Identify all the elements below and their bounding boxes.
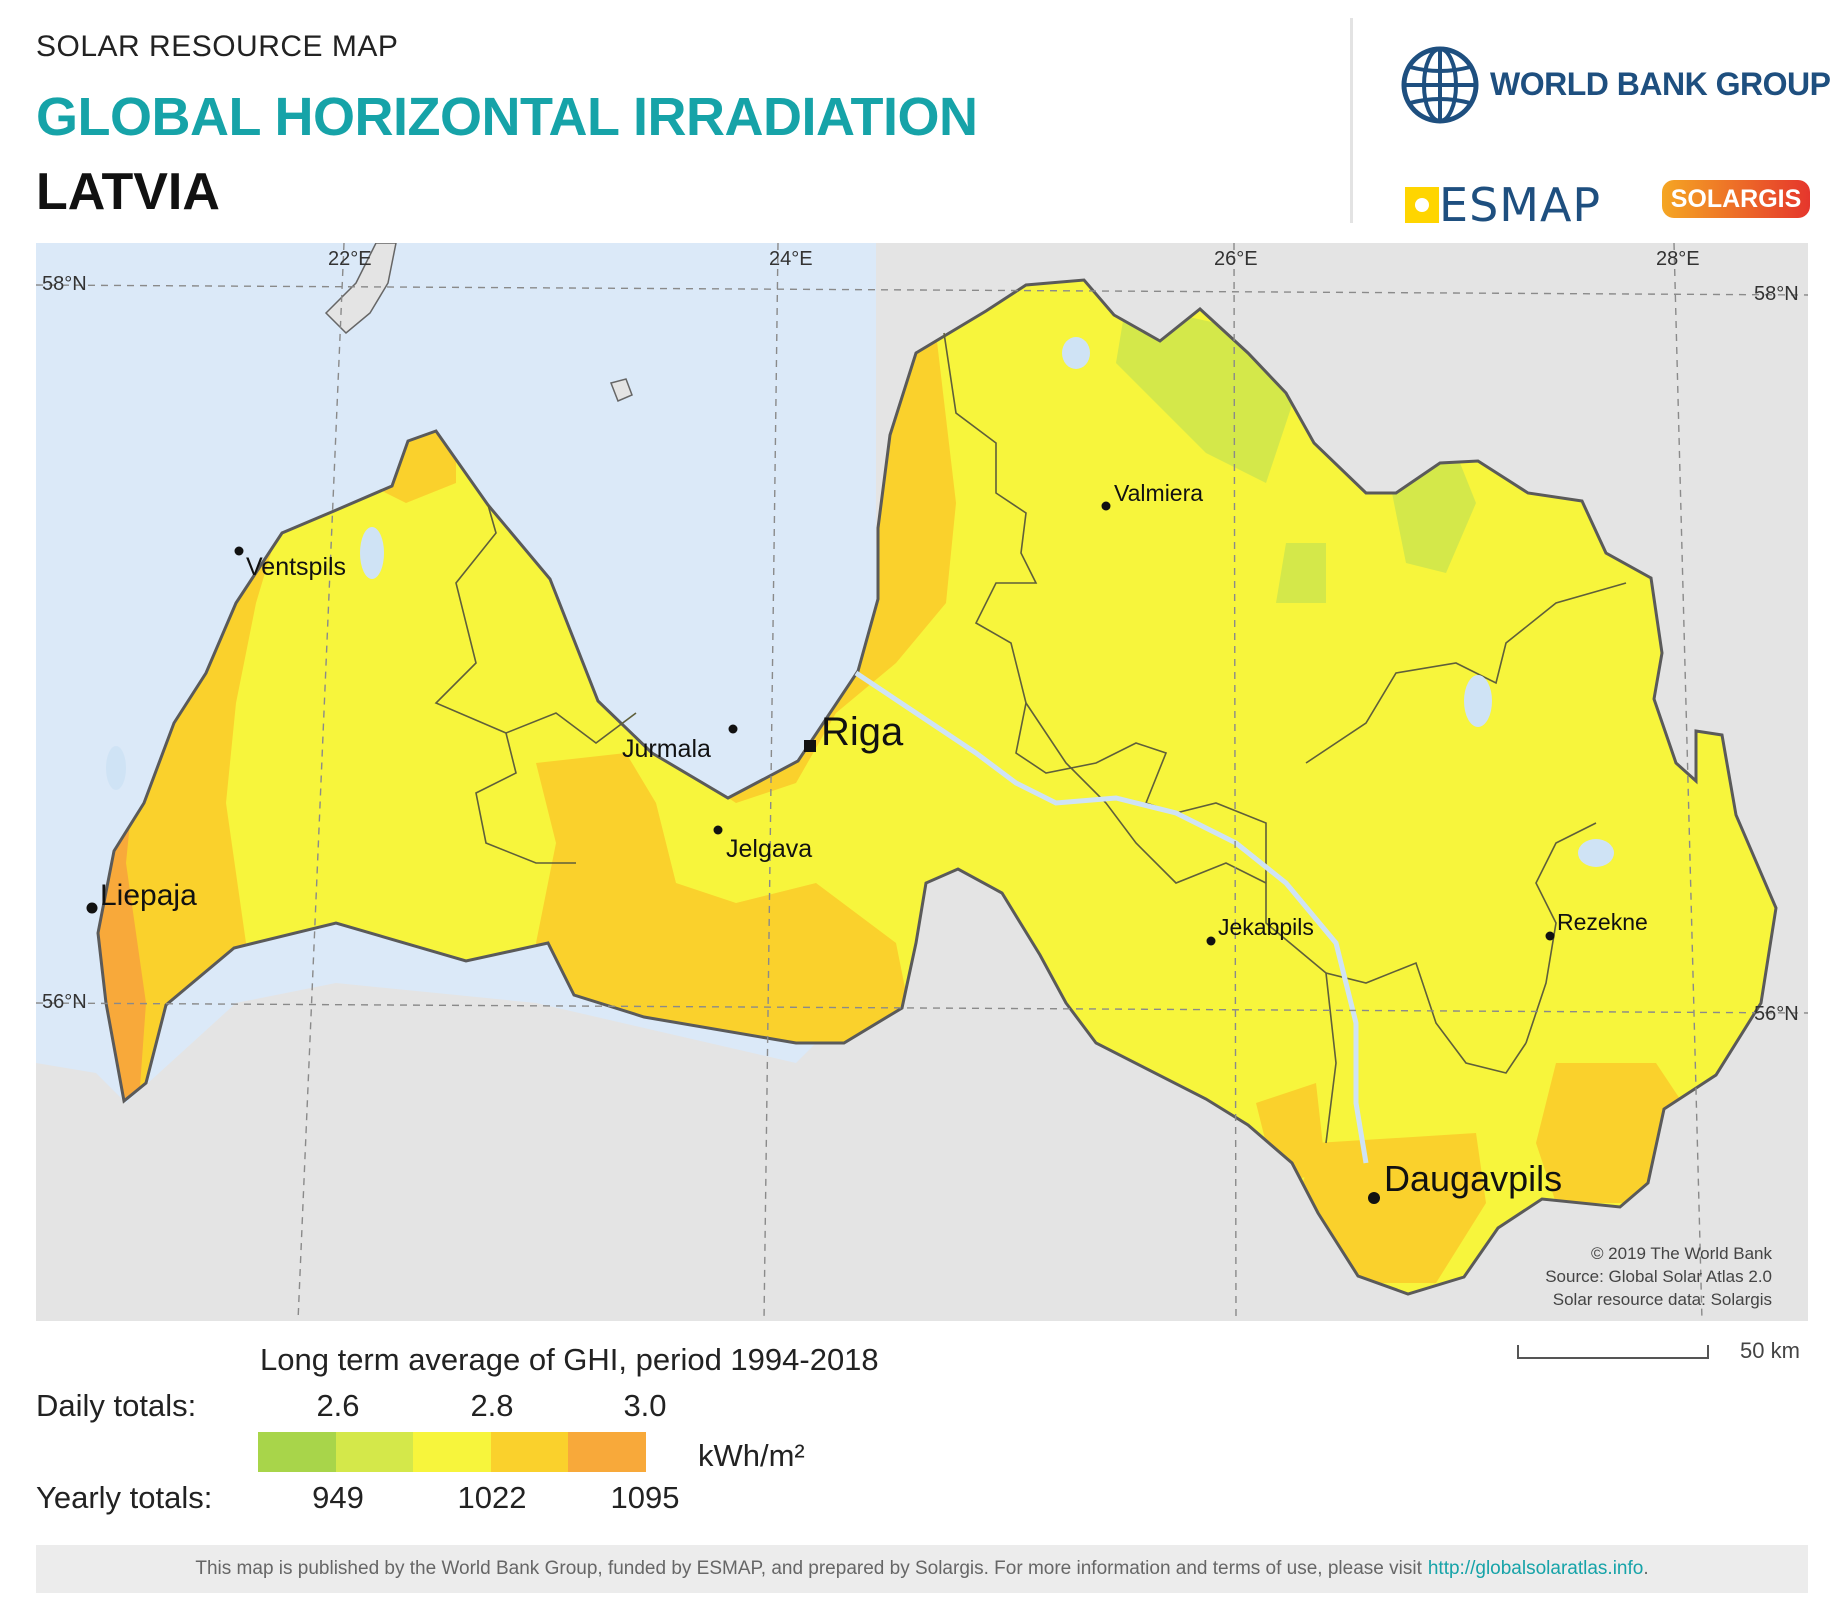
ventspils-marker	[234, 546, 244, 556]
scale-label: 50 km	[1740, 1338, 1800, 1363]
lake	[1062, 337, 1090, 369]
daily-tick: 2.8	[470, 1388, 514, 1423]
daily-tick: 2.6	[316, 1388, 360, 1423]
city-label-riga: Riga	[821, 710, 904, 754]
city-label-jelgava: Jelgava	[726, 835, 813, 863]
country-title: LATVIA	[36, 163, 220, 221]
island	[324, 243, 397, 335]
legend-unit: kWh/m²	[698, 1438, 805, 1473]
credit-line: Source: Global Solar Atlas 2.0	[1545, 1267, 1772, 1286]
jelgava-marker	[713, 825, 723, 835]
solargis-logo: SOLARGIS	[1662, 180, 1810, 218]
graticule	[36, 243, 1808, 1321]
region-borders	[434, 332, 1627, 1144]
map-credits: © 2019 The World Bank Source: Global Sol…	[1545, 1242, 1772, 1311]
legend-swatch	[490, 1432, 569, 1472]
city-markers	[86, 501, 1555, 1204]
lake	[1464, 675, 1492, 727]
yearly-totals-label: Yearly totals:	[36, 1480, 213, 1515]
lon-label: 26°E	[1214, 248, 1258, 270]
yearly-tick: 949	[312, 1480, 364, 1515]
footer-text: This map is published by the World Bank …	[195, 1558, 1422, 1579]
world-bank-logo-text: WORLD BANK GROUP	[1490, 66, 1831, 102]
sun-icon	[1405, 187, 1439, 223]
footer-banner: This map is published by the World Bank …	[36, 1545, 1808, 1593]
liepaja-marker	[86, 902, 98, 914]
island	[609, 378, 633, 402]
credit-line: © 2019 The World Bank	[1590, 1244, 1772, 1263]
jekabpils-marker	[1206, 936, 1216, 946]
legend-swatch	[568, 1432, 646, 1472]
legend-color-bar	[258, 1432, 646, 1472]
legend-swatch	[335, 1432, 414, 1472]
globe-icon	[1401, 46, 1479, 123]
credit-line: Solar resource data: Solargis	[1552, 1290, 1772, 1309]
map-panel: 22°E 24°E 26°E 28°E 58°N 58°N 56°N 56°N …	[36, 243, 1808, 1321]
lat-label: 58°N	[1754, 283, 1799, 305]
city-label-rezekne: Rezekne	[1557, 909, 1648, 935]
legend-swatch	[413, 1432, 491, 1472]
city-label-valmiera: Valmiera	[1114, 480, 1204, 506]
rezekne-marker	[1545, 931, 1555, 941]
legend-title: Long term average of GHI, period 1994-20…	[260, 1342, 879, 1377]
yearly-tick: 1095	[610, 1480, 680, 1515]
footer-link[interactable]: http://globalsolaratlas.info	[1427, 1558, 1644, 1579]
header-divider	[1350, 18, 1353, 223]
lat-label: 56°N	[1754, 1003, 1799, 1025]
esmap-logo-text: ESMAP	[1439, 178, 1602, 232]
map-supertitle: SOLAR RESOURCE MAP	[36, 30, 399, 63]
city-label-ventspils: Ventspils	[246, 553, 347, 581]
lake	[360, 527, 384, 579]
daily-tick: 3.0	[623, 1388, 667, 1423]
footer-tail: .	[1643, 1558, 1649, 1579]
jurmala-marker	[728, 724, 738, 734]
lat-label: 58°N	[42, 273, 87, 295]
daily-totals-label: Daily totals:	[36, 1388, 197, 1423]
lon-label: 24°E	[769, 248, 813, 270]
valmiera-marker	[1101, 501, 1111, 511]
daugava-river	[854, 670, 1369, 1164]
city-label-jurmala: Jurmala	[622, 735, 711, 763]
city-label-liepaja: Liepaja	[100, 879, 197, 912]
map-canvas	[36, 243, 1808, 1321]
legend-swatch	[258, 1432, 336, 1472]
riga-marker	[804, 740, 816, 752]
lon-label: 28°E	[1656, 248, 1700, 270]
city-label-daugavpils: Daugavpils	[1384, 1158, 1563, 1199]
lon-label: 22°E	[328, 248, 372, 270]
city-label-jekabpils: Jekabpils	[1218, 914, 1314, 940]
daugavpils-marker	[1368, 1192, 1380, 1204]
yearly-tick: 1022	[457, 1480, 527, 1515]
lake	[106, 746, 126, 790]
scale-bar	[1517, 1345, 1709, 1359]
map-title: GLOBAL HORIZONTAL IRRADIATION	[36, 87, 978, 147]
world-bank-logo: WORLD BANK GROUP	[1400, 42, 1831, 127]
esmap-logo: ESMAP	[1405, 178, 1601, 232]
lat-label: 56°N	[42, 991, 87, 1013]
lake	[1578, 839, 1614, 867]
